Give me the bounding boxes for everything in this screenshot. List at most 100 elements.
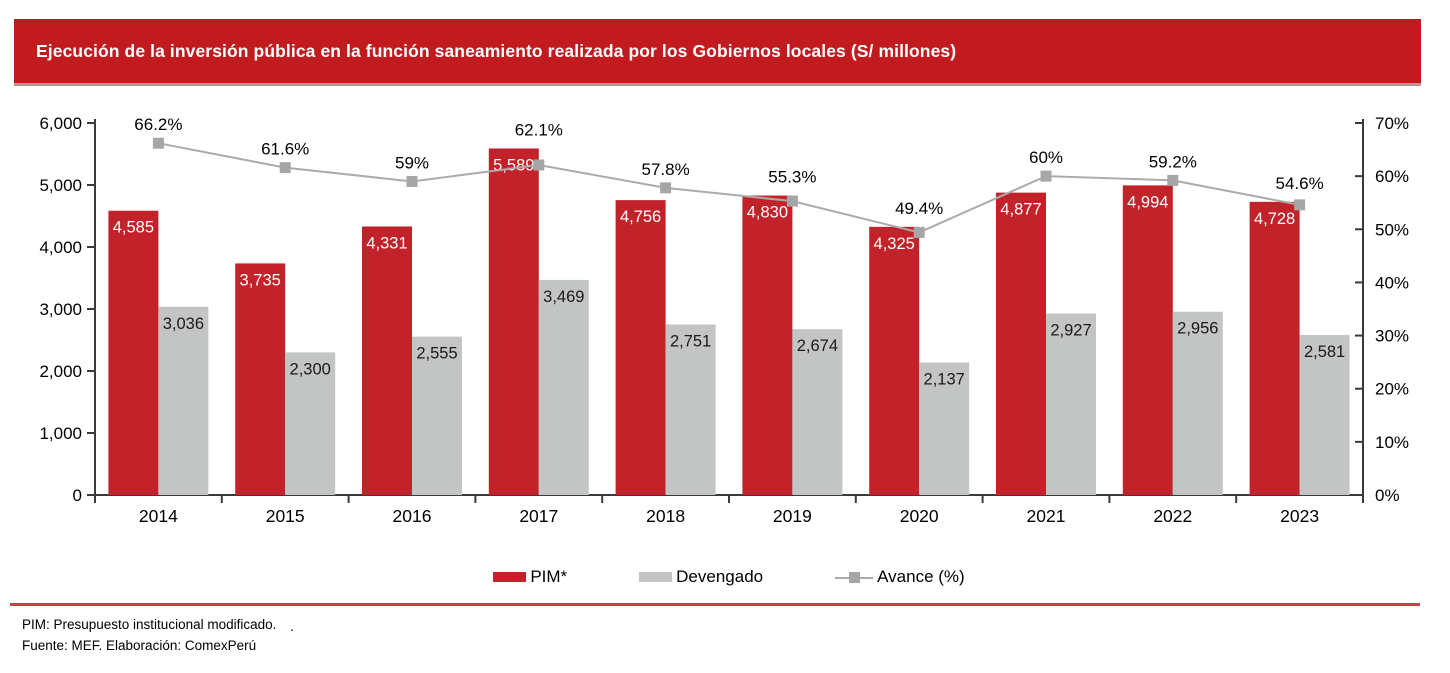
- avance-marker-2015: [279, 162, 291, 174]
- x-axis-label-2022: 2022: [1153, 506, 1192, 526]
- footer-divider: [10, 603, 1420, 606]
- devengado-value-label-2017: 3,469: [543, 288, 584, 306]
- devengado-bar-2016: [412, 336, 462, 495]
- pim-value-label-2014: 4,585: [113, 219, 154, 237]
- devengado-value-label-2023: 2,581: [1304, 343, 1345, 361]
- avance-line-swatch-icon: [835, 571, 874, 583]
- devengado-bar-2015: [285, 352, 336, 495]
- right-axis-label: 60%: [1375, 167, 1409, 186]
- avance-marker-2019: [786, 195, 798, 207]
- avance-percent-label-2023: 54.6%: [1275, 174, 1323, 193]
- devengado-value-label-2014: 3,036: [163, 315, 204, 333]
- pim-swatch-icon: [493, 572, 527, 582]
- pim-bar-2017: [488, 148, 539, 495]
- left-axis-label: 2,000: [39, 362, 82, 381]
- pim-bar-2019: [742, 195, 793, 495]
- devengado-value-label-2022: 2,956: [1177, 320, 1218, 338]
- footer-notes: PIM: Presupuesto institucional modificad…: [22, 614, 276, 656]
- pim-bar-2016: [362, 226, 412, 495]
- footnote-source: Fuente: MEF. Elaboración: ComexPerú: [22, 638, 257, 653]
- legend-label-avance: Avance (%): [877, 567, 965, 586]
- avance-percent-label-2016: 59%: [395, 153, 429, 172]
- left-axis-label: 1,000: [39, 424, 82, 443]
- legend-item-pim: PIM*: [493, 567, 567, 587]
- avance-marker-2022: [1167, 174, 1179, 186]
- combo-chart: 0 1,000 2,000 3,000 4,000 5,000 6,000 0% 10% 20% 3…: [39, 114, 1409, 526]
- right-axis-label: 30%: [1375, 327, 1409, 346]
- left-axis-label: 6,000: [39, 114, 82, 133]
- devengado-value-label-2018: 2,751: [670, 332, 711, 350]
- avance-marker-2021: [1040, 170, 1052, 182]
- chart-title: Ejecución de la inversión pública en la …: [36, 40, 957, 61]
- devengado-bar-2020: [919, 362, 970, 495]
- footnote-pim: PIM: Presupuesto institucional modificad…: [22, 617, 277, 632]
- pim-bar-2014: [108, 210, 159, 495]
- left-axis-label: 4,000: [39, 238, 82, 257]
- avance-marker-2023: [1294, 199, 1306, 211]
- pim-value-label-2015: 3,735: [240, 271, 281, 289]
- x-axis-label-2019: 2019: [773, 506, 812, 526]
- x-axis-label-2015: 2015: [266, 506, 305, 526]
- devengado-swatch-icon: [639, 572, 673, 582]
- pim-bar-2018: [615, 200, 666, 495]
- pim-value-label-2018: 4,756: [620, 208, 661, 226]
- avance-marker-2016: [406, 175, 418, 187]
- pim-value-label-2023: 4,728: [1254, 210, 1295, 228]
- pim-bar-2023: [1249, 201, 1300, 495]
- avance-percent-label-2017: 62.1%: [515, 120, 563, 139]
- avance-marker-2014: [152, 137, 164, 149]
- pim-bar-2022: [1122, 185, 1173, 495]
- avance-line: [158, 142, 1300, 234]
- avance-marker-2017: [533, 159, 545, 171]
- devengado-bar-2014: [158, 306, 209, 495]
- x-axis-label-2018: 2018: [646, 506, 685, 526]
- avance-percent-label-2020: 49.4%: [895, 199, 943, 218]
- x-axis-label-2016: 2016: [393, 506, 432, 526]
- right-axis-label: 10%: [1375, 433, 1409, 452]
- left-axis-label: 0: [73, 486, 82, 505]
- devengado-bar-2017: [538, 279, 589, 495]
- devengado-bar-2023: [1299, 334, 1350, 495]
- pim-value-label-2022: 4,994: [1127, 193, 1168, 211]
- left-axis-label: 5,000: [39, 176, 82, 195]
- pim-value-label-2016: 4,331: [366, 234, 407, 252]
- devengado-bar-2018: [665, 324, 716, 495]
- x-axis-label-2020: 2020: [900, 506, 939, 526]
- pim-value-label-2020: 4,325: [874, 235, 915, 253]
- avance-percent-label-2014: 66.2%: [134, 115, 182, 134]
- avance-marker-2018: [660, 182, 672, 194]
- right-axis-label: 20%: [1375, 380, 1409, 399]
- right-axis-label: 50%: [1375, 220, 1409, 239]
- title-banner: Ejecución de la inversión pública en la …: [14, 19, 1421, 86]
- pim-bar-2015: [235, 263, 286, 495]
- x-axis-label-2017: 2017: [519, 506, 558, 526]
- x-axis-label-2021: 2021: [1027, 506, 1066, 526]
- devengado-value-label-2021: 2,927: [1050, 322, 1091, 340]
- devengado-value-label-2015: 2,300: [290, 360, 331, 378]
- chart-area: 0 1,000 2,000 3,000 4,000 5,000 6,000 0% 10% 20% 3…: [0, 95, 1450, 540]
- legend-label-pim: PIM*: [530, 567, 568, 586]
- devengado-value-label-2016: 2,555: [416, 345, 457, 363]
- avance-percent-label-2019: 55.3%: [768, 168, 816, 187]
- x-axis-label-2023: 2023: [1280, 506, 1319, 526]
- right-axis-label: 0%: [1375, 486, 1400, 505]
- avance-marker-2020: [913, 226, 925, 238]
- x-axis-label-2014: 2014: [139, 506, 178, 526]
- chart-legend: PIM* Devengado Avance (%): [95, 563, 1363, 591]
- avance-percent-label-2015: 61.6%: [261, 140, 309, 159]
- left-axis-label: 3,000: [39, 300, 82, 319]
- legend-label-devengado: Devengado: [676, 567, 764, 586]
- stray-dot: .: [290, 618, 294, 634]
- avance-percent-label-2018: 57.8%: [641, 160, 689, 179]
- right-axis-label: 70%: [1375, 114, 1409, 133]
- devengado-bar-2022: [1172, 311, 1223, 495]
- devengado-value-label-2019: 2,674: [797, 337, 838, 355]
- pim-value-label-2019: 4,830: [747, 204, 788, 222]
- devengado-value-label-2020: 2,137: [924, 371, 965, 389]
- pim-bar-2020: [869, 226, 920, 495]
- avance-percent-label-2022: 59.2%: [1149, 152, 1197, 171]
- legend-item-avance: Avance (%): [835, 567, 965, 587]
- pim-value-label-2021: 4,877: [1000, 201, 1041, 219]
- avance-percent-label-2021: 60%: [1029, 148, 1063, 167]
